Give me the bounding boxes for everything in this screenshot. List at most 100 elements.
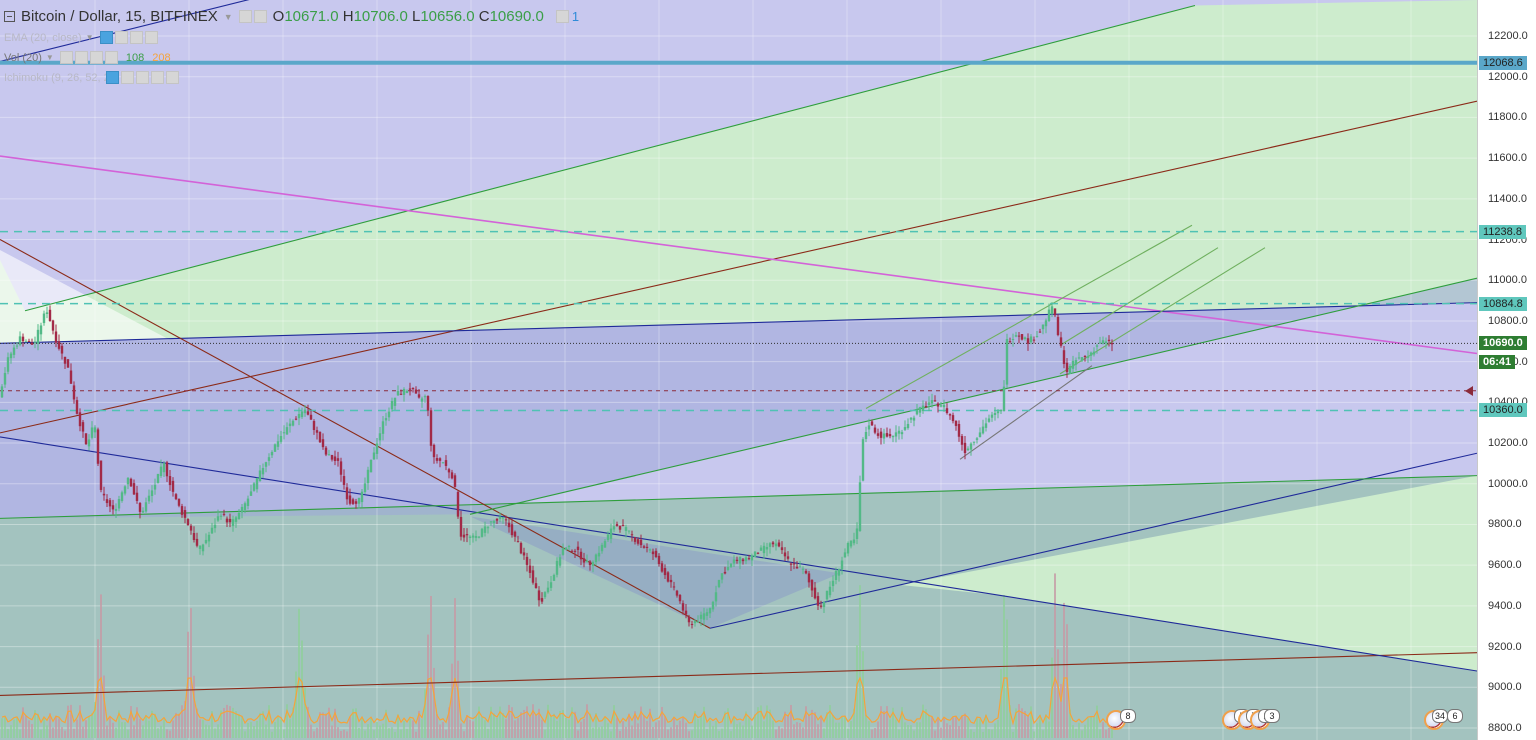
candle-body <box>699 614 703 619</box>
vol-label[interactable]: Vol (20) <box>4 51 42 64</box>
candle-body <box>762 545 766 554</box>
alert-icon[interactable] <box>555 10 569 23</box>
ichimoku-legend-row[interactable]: Ichimoku (9, 26, 52, 26) <box>4 71 179 84</box>
settings-icon[interactable] <box>253 10 267 23</box>
candle-body <box>12 347 16 355</box>
candle-body <box>474 535 478 538</box>
volume-legend-row[interactable]: Vol (20) ▼ 108 208 <box>4 51 171 64</box>
volume-bar <box>391 727 393 738</box>
volume-bar <box>604 717 606 738</box>
volume-bar <box>964 713 966 738</box>
volume-bar <box>112 722 114 738</box>
settings-icon[interactable] <box>114 31 128 44</box>
candle-body <box>1002 386 1006 412</box>
price-scale[interactable]: 12200.0 12000.0 11800.0 11600.0 11400.0 11200… <box>1477 0 1536 740</box>
candle-body <box>774 543 778 547</box>
volume-bar <box>619 731 621 738</box>
chevron-down-icon[interactable]: ▼ <box>223 11 233 22</box>
volume-bar <box>514 720 516 738</box>
eye-icon[interactable] <box>105 71 119 84</box>
candle-body <box>465 534 469 536</box>
candle-body <box>93 427 97 433</box>
candle-body <box>18 336 22 345</box>
volume-bar <box>1033 731 1035 738</box>
volume-bar <box>688 731 690 738</box>
candle-body <box>648 549 652 551</box>
candle-body <box>510 524 514 536</box>
candle-body <box>684 610 688 615</box>
volume-bar <box>61 727 63 738</box>
volume-bar <box>475 716 477 738</box>
candle-body <box>255 477 259 490</box>
ema-label[interactable]: EMA (20, close) <box>4 31 82 44</box>
plus-icon[interactable] <box>135 71 149 84</box>
candle-body <box>3 372 7 385</box>
candle-body <box>165 462 169 477</box>
close-icon[interactable] <box>165 71 179 84</box>
price-level-tag[interactable]: 11238.8 <box>1479 224 1526 239</box>
eye-icon[interactable] <box>59 51 73 64</box>
price-level-tag[interactable]: 10360.0 <box>1479 403 1527 418</box>
price-level-tag[interactable]: 06:41 <box>1479 354 1516 369</box>
candle-body <box>462 534 466 538</box>
candle-body <box>348 495 352 504</box>
volume-bar <box>499 706 501 738</box>
volume-bar <box>403 720 405 738</box>
eye-icon[interactable] <box>99 31 113 44</box>
candle-body <box>792 563 796 565</box>
price-level-tag[interactable]: 10690.0 <box>1479 336 1527 351</box>
volume-bar <box>196 708 198 738</box>
candle-body <box>948 414 952 416</box>
price-level-tag[interactable]: 12068.6 <box>1479 55 1527 70</box>
candle-body <box>273 444 277 452</box>
candle-body <box>225 518 229 523</box>
layers-icon[interactable] <box>150 71 164 84</box>
symbol-title[interactable]: Bitcoin / Dollar, 15, BITFINEX <box>21 8 218 25</box>
candle-body <box>642 546 646 548</box>
plus-icon[interactable] <box>89 51 103 64</box>
candle-body <box>174 494 178 500</box>
volume-bar <box>565 717 567 738</box>
eye-icon[interactable] <box>238 10 252 23</box>
volume-bar <box>712 725 714 738</box>
candle-body <box>309 414 313 420</box>
plus-icon[interactable] <box>129 31 143 44</box>
volume-bar <box>985 714 987 738</box>
price-level-tag[interactable]: 10884.8 <box>1479 296 1527 311</box>
candle-body <box>729 563 733 568</box>
symbol-legend-row[interactable]: Bitcoin / Dollar, 15, BITFINEX ▼ O10671.… <box>4 8 579 25</box>
event-badge[interactable]: 34 <box>1432 709 1448 723</box>
candle-body <box>444 460 448 466</box>
event-badge[interactable]: 8 <box>1120 709 1136 723</box>
candle-body <box>546 587 550 593</box>
settings-icon[interactable] <box>74 51 88 64</box>
volume-bar <box>754 714 756 738</box>
chevron-down-icon[interactable]: ▼ <box>85 33 94 42</box>
price-tick-label: 9000.0 <box>1488 681 1522 694</box>
volume-bar <box>769 709 771 738</box>
collapse-legend-icon[interactable] <box>4 11 15 22</box>
candle-body <box>336 458 340 461</box>
volume-bar <box>454 598 456 738</box>
settings-icon[interactable] <box>120 71 134 84</box>
candle-body <box>597 552 601 557</box>
ichimoku-label[interactable]: Ichimoku (9, 26, 52, 26) <box>4 71 120 84</box>
chevron-down-icon[interactable]: ▼ <box>45 53 54 62</box>
volume-bar <box>724 711 726 738</box>
candle-body <box>339 461 343 475</box>
close-icon[interactable] <box>144 31 158 44</box>
event-badge[interactable]: 3 <box>1264 709 1280 723</box>
volume-bar <box>412 720 414 738</box>
candle-body <box>924 406 928 408</box>
close-icon[interactable] <box>104 51 118 64</box>
chart-pane[interactable]: Bitcoin / Dollar, 15, BITFINEX ▼ O10671.… <box>0 0 1477 740</box>
volume-bar <box>757 707 759 738</box>
candle-body <box>168 476 172 486</box>
volume-bar <box>997 719 999 738</box>
price-chart[interactable] <box>0 0 1477 740</box>
candle-body <box>390 400 394 410</box>
event-badge[interactable]: 6 <box>1447 709 1463 723</box>
open-label: O <box>272 8 285 25</box>
candle-body <box>459 516 463 537</box>
ema-legend-row[interactable]: EMA (20, close) ▼ <box>4 31 158 44</box>
